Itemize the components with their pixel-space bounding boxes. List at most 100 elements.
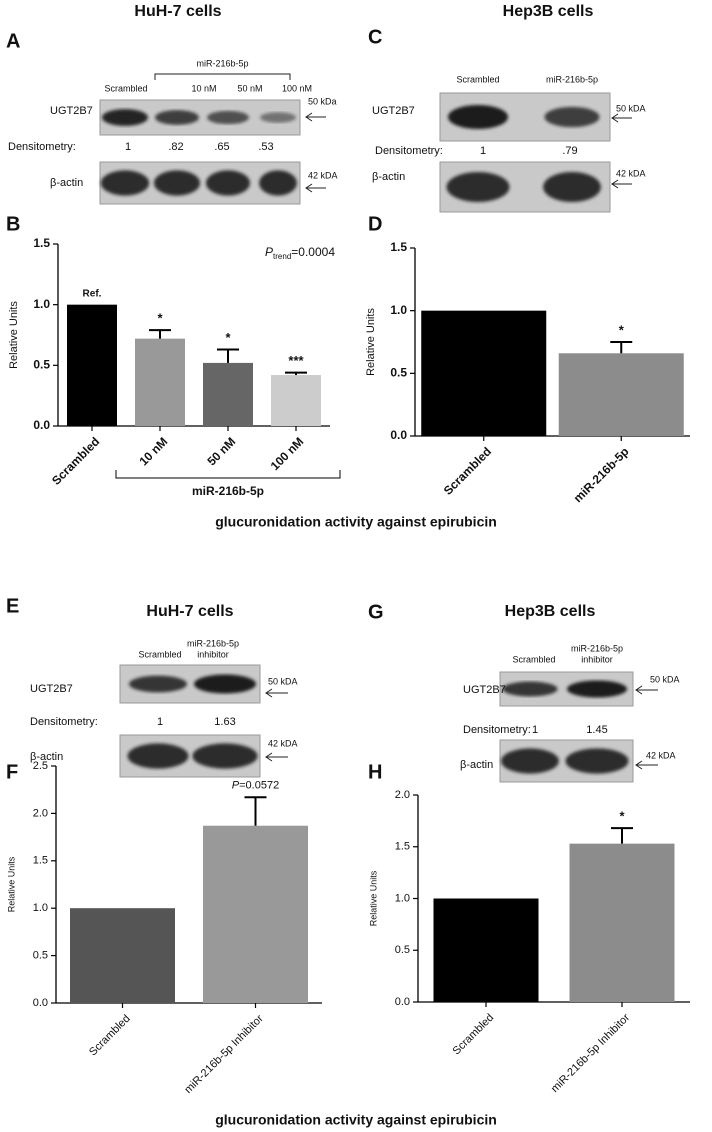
blot-band xyxy=(129,675,187,693)
x-tick-label: miR-216b-5p xyxy=(571,444,632,505)
kda-label: 50 kDA xyxy=(268,676,298,686)
bar xyxy=(558,353,684,436)
densitometry-label: Densitometry: xyxy=(8,141,76,153)
y-tick-label: 0.5 xyxy=(33,358,50,372)
p-value: Ptrend=0.0004 xyxy=(265,245,335,261)
x-tick-label: 100 nM xyxy=(268,434,307,473)
y-tick-label: 0.0 xyxy=(395,996,410,1008)
x-tick-label: Scrambled xyxy=(451,1012,497,1058)
control-label: β-actin xyxy=(460,759,493,771)
p-text: =0.0572 xyxy=(239,779,279,791)
y-tick-label: 1.5 xyxy=(395,841,410,853)
densitometry-label: Densitometry: xyxy=(30,716,98,728)
blot-title: Hep3B cells xyxy=(503,3,594,20)
group-label: miR-216b-5p xyxy=(196,58,248,68)
error-bar xyxy=(244,796,267,826)
y-tick-label: 1.5 xyxy=(33,855,48,867)
error-bar xyxy=(285,371,307,376)
densitometry-value: .65 xyxy=(214,141,229,153)
arrow-head xyxy=(635,685,643,695)
annotation: * xyxy=(619,809,625,824)
densitometry-label: Densitometry: xyxy=(375,145,443,157)
caption: glucuronidation activity against epirubi… xyxy=(215,1112,497,1128)
bar xyxy=(271,375,321,426)
blot-title: Hep3B cells xyxy=(505,603,596,620)
blot-band xyxy=(194,674,256,694)
blot-band xyxy=(544,106,600,128)
lane-label: Scrambled xyxy=(456,74,499,84)
blot-band xyxy=(260,112,296,123)
caption: glucuronidation activity against epirubi… xyxy=(215,514,497,530)
error-bar xyxy=(149,329,171,339)
blot-band xyxy=(565,748,629,774)
densitometry-value: 1 xyxy=(480,145,486,157)
x-tick-label: 50 nM xyxy=(204,434,238,468)
y-tick-label: 0.5 xyxy=(395,944,410,956)
panel-letter: G xyxy=(368,601,384,623)
arrow-head xyxy=(635,760,643,770)
kda-label: 50 kDA xyxy=(616,103,646,113)
kda-label: 42 kDA xyxy=(268,738,298,748)
bar xyxy=(203,362,253,426)
lane-label: inhibitor xyxy=(197,649,229,659)
y-tick-label: 1.5 xyxy=(33,236,50,250)
p-text: =0.0004 xyxy=(291,245,335,259)
protein-label: UGT2B7 xyxy=(463,684,506,696)
blot-band xyxy=(102,109,148,126)
y-axis-label: Relative Units xyxy=(365,308,377,376)
bar xyxy=(569,843,675,1002)
densitometry-value: 1 xyxy=(532,724,538,736)
y-axis-label: Relative Units xyxy=(8,301,20,369)
densitometry-value: 1 xyxy=(157,716,163,728)
x-tick-label: Scrambled xyxy=(87,1013,133,1059)
x-tick-label: Scrambled xyxy=(49,434,102,487)
blot-band xyxy=(259,170,297,196)
blot-band xyxy=(448,105,508,129)
blot-band xyxy=(446,172,510,202)
densitometry-value: 1.45 xyxy=(586,724,607,736)
protein-label: UGT2B7 xyxy=(50,105,93,117)
x-tick-label: Scrambled xyxy=(441,444,494,497)
arrow-head xyxy=(611,113,619,123)
densitometry-value: .82 xyxy=(168,141,183,153)
p-subscript: trend xyxy=(273,252,291,261)
y-tick-label: 1.0 xyxy=(395,892,410,904)
protein-label: UGT2B7 xyxy=(372,105,415,117)
p-value: P=0.0572 xyxy=(232,779,279,791)
blot-band xyxy=(567,680,627,698)
y-tick-label: 0.0 xyxy=(33,997,48,1009)
lane-label: 10 nM xyxy=(191,83,216,93)
blot-band xyxy=(127,743,189,769)
lane-label: Scrambled xyxy=(512,654,555,664)
y-axis-label: Relative Units xyxy=(6,856,16,912)
lane-label: 100 nM xyxy=(282,83,312,93)
blot-band xyxy=(192,743,258,769)
panel-letter: F xyxy=(6,761,18,783)
bracket xyxy=(154,73,291,80)
blot-band xyxy=(205,170,251,196)
bracket xyxy=(115,470,341,479)
lane-label: Scrambled xyxy=(104,83,147,93)
error-bar xyxy=(217,348,239,363)
control-label: β-actin xyxy=(30,751,63,763)
arrow-head xyxy=(305,183,313,193)
y-axis-label: Relative Units xyxy=(368,870,378,926)
panel-letter: E xyxy=(6,595,19,617)
y-tick-label: 1.0 xyxy=(390,303,407,317)
error-bar xyxy=(610,341,633,354)
x-tick-label: 10 nM xyxy=(136,434,170,468)
control-label: β-actin xyxy=(50,177,83,189)
densitometry-label: Densitometry: xyxy=(463,724,531,736)
bar xyxy=(135,338,185,426)
annotation: *** xyxy=(288,353,304,368)
y-tick-label: 1.5 xyxy=(390,240,407,254)
blot-band xyxy=(543,172,601,202)
y-tick-label: 2.0 xyxy=(395,789,410,801)
annotation: * xyxy=(225,330,231,345)
panel-letter: H xyxy=(368,761,382,783)
p-symbol: P xyxy=(232,779,240,791)
y-tick-label: 1.0 xyxy=(33,902,48,914)
blot-band xyxy=(501,748,559,774)
arrow-head xyxy=(265,688,273,698)
